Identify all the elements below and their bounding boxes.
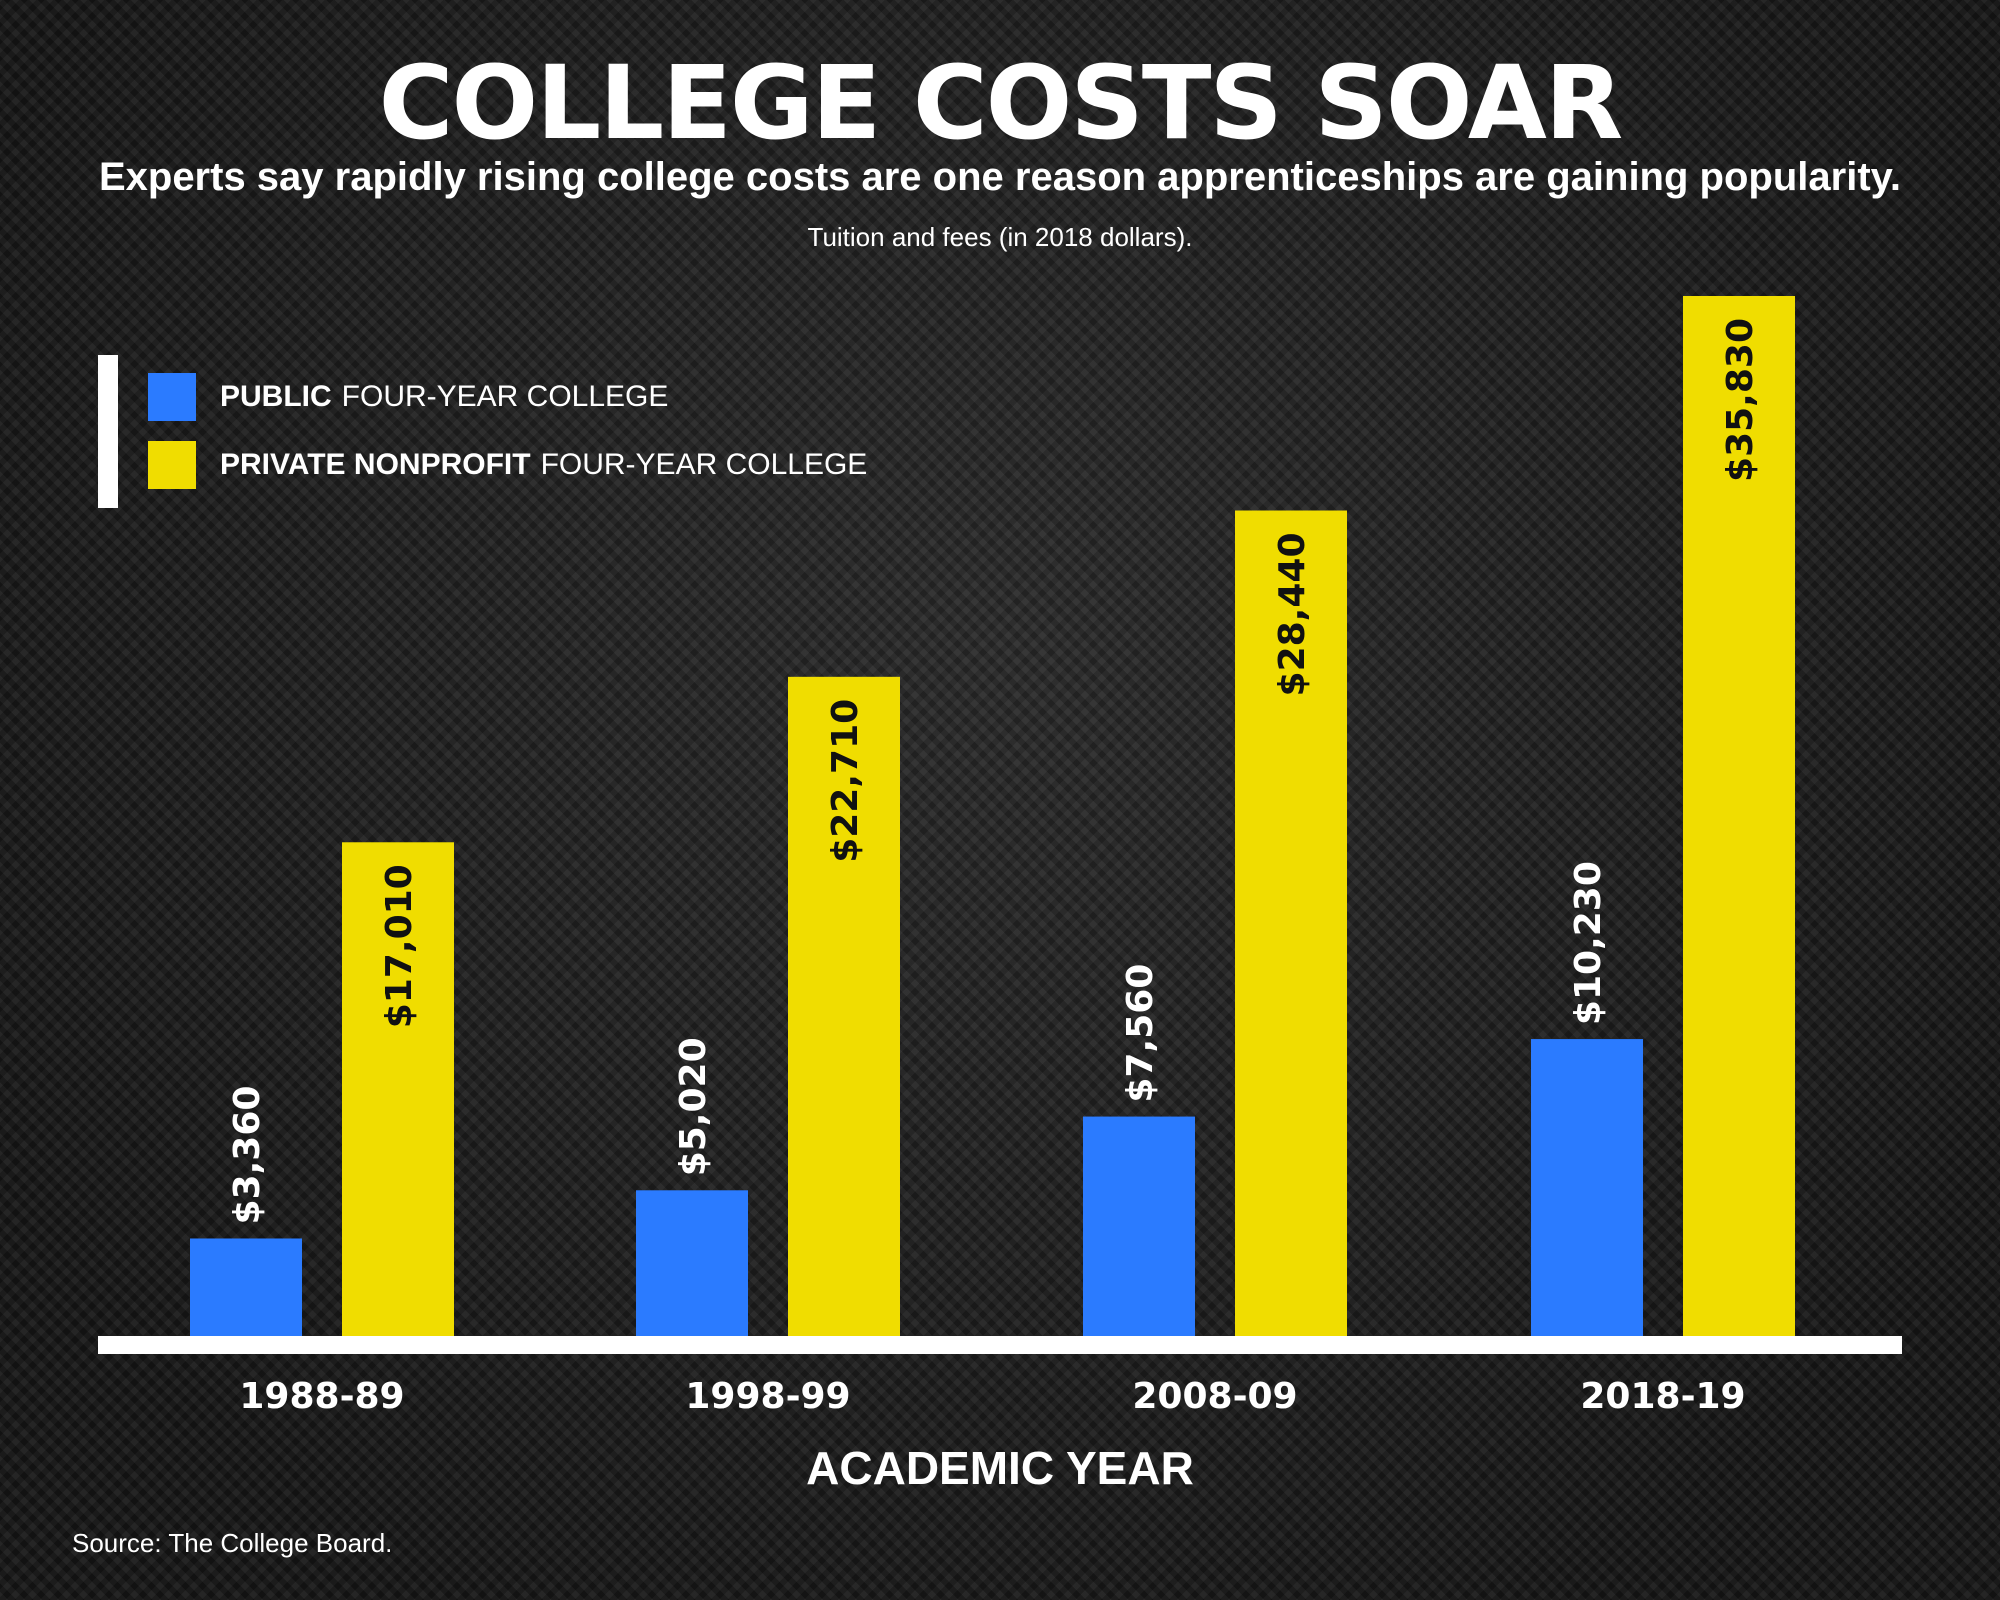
value-label-public-1988-89: $3,360 — [227, 1086, 268, 1225]
legend-label-public-bold: PUBLIC — [220, 380, 332, 413]
legend-label-private: PRIVATE NONPROFIT FOUR-YEAR COLLEGE — [220, 448, 867, 482]
chart-subtitle: Experts say rapidly rising college costs… — [98, 155, 1902, 199]
chart-title: COLLEGE COSTS SOAR — [378, 44, 1624, 163]
x-tick-label-1998-99: 1998-99 — [685, 1376, 850, 1417]
bar-private-1988-89 — [342, 842, 454, 1336]
value-label-public-2008-09: $7,560 — [1120, 964, 1161, 1103]
value-label-private-2008-09: $28,440 — [1272, 533, 1313, 697]
legend: PUBLIC FOUR-YEAR COLLEGE PRIVATE NONPROFI… — [98, 355, 998, 510]
bar-private-2008-09 — [1235, 510, 1347, 1336]
x-tick-label-2008-09: 2008-09 — [1132, 1376, 1297, 1417]
bar-private-1998-99 — [788, 676, 900, 1336]
units-note: Tuition and fees (in 2018 dollars). — [807, 222, 1193, 252]
legend-item-private: PRIVATE NONPROFIT FOUR-YEAR COLLEGE — [148, 441, 867, 489]
x-tick-label-2018-19: 2018-19 — [1580, 1376, 1745, 1417]
legend-label-private-bold: PRIVATE NONPROFIT — [220, 448, 531, 481]
value-label-public-2018-19: $10,230 — [1568, 861, 1609, 1025]
legend-label-private-rest: FOUR-YEAR COLLEGE — [540, 448, 868, 481]
legend-swatch-private — [148, 441, 196, 489]
x-axis-baseline — [98, 1336, 1902, 1354]
value-label-public-1998-99: $5,020 — [673, 1037, 714, 1176]
legend-label-public: PUBLIC FOUR-YEAR COLLEGE — [220, 380, 668, 414]
value-label-private-1988-89: $17,010 — [379, 864, 420, 1028]
bar-public-1998-99 — [636, 1190, 748, 1336]
legend-label-public-rest: FOUR-YEAR COLLEGE — [341, 380, 669, 413]
legend-accent-bar — [98, 355, 118, 508]
value-label-private-2018-19: $35,830 — [1720, 318, 1761, 482]
legend-item-public: PUBLIC FOUR-YEAR COLLEGE — [148, 373, 668, 421]
bar-private-2018-19 — [1683, 296, 1795, 1336]
x-axis-title: ACADEMIC YEAR — [806, 1442, 1194, 1494]
bar-public-2008-09 — [1083, 1116, 1195, 1336]
value-label-private-1998-99: $22,710 — [825, 699, 866, 863]
bar-public-2018-19 — [1531, 1039, 1643, 1336]
legend-swatch-public — [148, 373, 196, 421]
source-note: Source: The College Board. — [72, 1528, 393, 1558]
bar-public-1988-89 — [190, 1238, 302, 1336]
x-tick-label-1988-89: 1988-89 — [239, 1376, 404, 1417]
